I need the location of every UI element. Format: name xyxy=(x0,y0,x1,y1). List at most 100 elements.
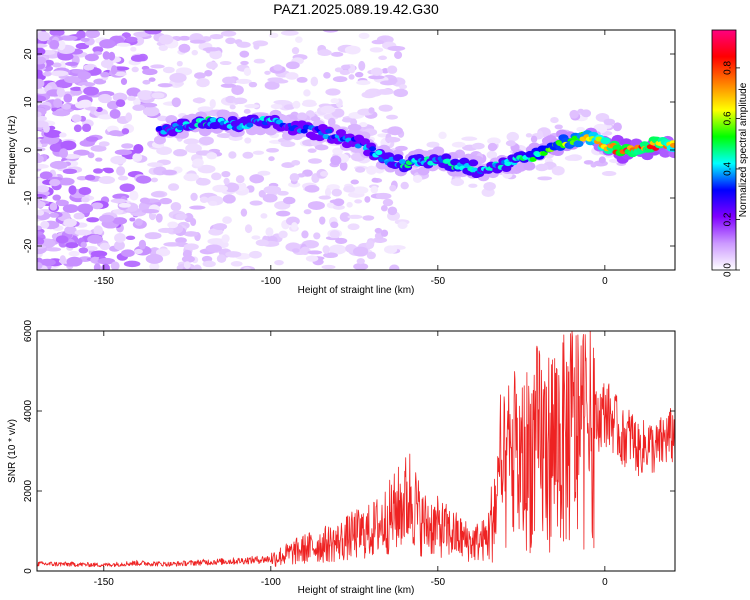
x-tick-label: 0 xyxy=(602,577,608,588)
heatmap-cell xyxy=(296,76,308,83)
heatmap-cell xyxy=(40,220,50,229)
heatmap-cell xyxy=(90,250,108,258)
heatmap-cell xyxy=(369,47,384,53)
x-tick-label: 0 xyxy=(602,276,608,287)
heatmap-cell xyxy=(646,144,654,150)
heatmap-cell xyxy=(37,78,45,89)
heatmap-cell xyxy=(142,79,151,85)
heatmap-cell xyxy=(225,37,236,45)
heatmap-cell xyxy=(135,175,152,184)
heatmap-cell xyxy=(212,223,228,231)
heatmap-cell xyxy=(167,221,179,229)
heatmap-cell xyxy=(320,105,336,114)
heatmap-cell xyxy=(550,117,559,124)
heatmap-cell xyxy=(169,72,187,83)
heatmap-cell xyxy=(127,95,136,101)
colorbar-tick-label: 0.8 xyxy=(723,61,734,75)
heatmap-cell xyxy=(354,143,362,149)
heatmap-cell xyxy=(303,89,311,97)
heatmap-cell xyxy=(340,64,351,70)
heatmap-cell xyxy=(50,70,69,77)
heatmap-cell xyxy=(397,221,408,230)
heatmap-cell xyxy=(600,137,611,145)
heatmap-cell xyxy=(150,64,165,69)
heatmap-cell xyxy=(280,30,299,36)
heatmap-cell xyxy=(189,205,206,210)
heatmap-cell xyxy=(68,185,77,195)
heatmap-cell xyxy=(380,229,389,237)
heatmap-cell xyxy=(37,43,48,48)
heatmap-cell xyxy=(114,240,125,251)
heatmap-cell xyxy=(87,234,104,244)
heatmap-cell xyxy=(121,143,134,149)
heatmap-cell xyxy=(232,97,248,105)
heatmap-cell xyxy=(52,62,62,68)
heatmap-cell xyxy=(335,237,348,244)
heatmap-cell xyxy=(104,168,114,174)
heatmap-cell xyxy=(283,104,295,110)
heatmap-cell xyxy=(537,176,553,181)
heatmap-cell xyxy=(380,80,397,86)
heatmap-cell xyxy=(322,245,330,254)
heatmap-cell xyxy=(37,194,47,199)
heatmap-cell xyxy=(243,266,251,270)
heatmap-cell xyxy=(80,241,87,248)
heatmap-cell xyxy=(295,36,303,44)
heatmap-cell xyxy=(95,157,103,162)
heatmap-cell xyxy=(323,72,331,79)
heatmap-cell xyxy=(347,123,362,132)
heatmap-cell xyxy=(63,218,77,228)
heatmap-cell xyxy=(49,202,58,211)
heatmap-cell xyxy=(360,138,371,146)
heatmap-cell xyxy=(49,212,59,218)
heatmap-cell xyxy=(268,156,275,162)
heatmap-cell xyxy=(244,103,260,109)
heatmap-cell xyxy=(157,115,168,122)
heatmap-cell xyxy=(85,136,99,142)
heatmap-cell xyxy=(523,161,536,171)
heatmap-cell xyxy=(183,261,191,269)
heatmap-cell xyxy=(80,37,90,42)
heatmap-cell xyxy=(387,206,398,216)
heatmap-cell xyxy=(305,255,319,262)
heatmap-cell xyxy=(139,197,151,204)
heatmap-cell xyxy=(438,131,447,140)
heatmap-cell xyxy=(119,183,135,192)
heatmap-cell xyxy=(110,65,118,75)
heatmap-cell xyxy=(37,120,49,128)
heatmap-cell xyxy=(65,61,79,66)
heatmap-cell xyxy=(266,147,279,153)
heatmap-cell xyxy=(84,106,98,111)
heatmap-cell xyxy=(183,243,199,251)
heatmap-cell xyxy=(158,34,174,45)
heatmap-cell xyxy=(387,126,403,136)
heatmap-cell xyxy=(86,217,100,223)
heatmap-cell xyxy=(55,235,69,244)
heatmap-cell xyxy=(189,39,206,44)
heatmap-cell xyxy=(339,212,351,222)
heatmap-cell xyxy=(98,176,116,185)
heatmap-cell xyxy=(183,138,200,145)
heatmap-cell xyxy=(321,264,336,270)
heatmap-cell xyxy=(133,97,141,107)
heatmap-cell xyxy=(313,232,321,240)
y-tick-label: -10 xyxy=(23,190,34,205)
snr-x-label: Height of straight line (km) xyxy=(298,585,415,596)
heatmap-cell xyxy=(352,186,369,195)
heatmap-cell xyxy=(144,30,162,35)
heatmap-cell xyxy=(57,40,66,51)
heatmap-cell xyxy=(209,34,224,40)
heatmap-cell xyxy=(206,61,218,70)
heatmap-cell xyxy=(175,237,187,244)
heatmap-cell xyxy=(348,74,355,80)
heatmap-cell xyxy=(331,188,343,197)
heatmap-cell xyxy=(37,163,49,169)
heatmap-cell xyxy=(144,232,162,240)
heatmap-cell xyxy=(264,70,271,75)
heatmap-cell xyxy=(142,106,160,117)
heatmap-cell xyxy=(291,222,298,231)
heatmap-cell xyxy=(37,185,50,193)
heatmap-cell xyxy=(120,249,135,257)
heatmap-cell xyxy=(129,217,136,222)
heatmap-cell xyxy=(471,142,485,150)
